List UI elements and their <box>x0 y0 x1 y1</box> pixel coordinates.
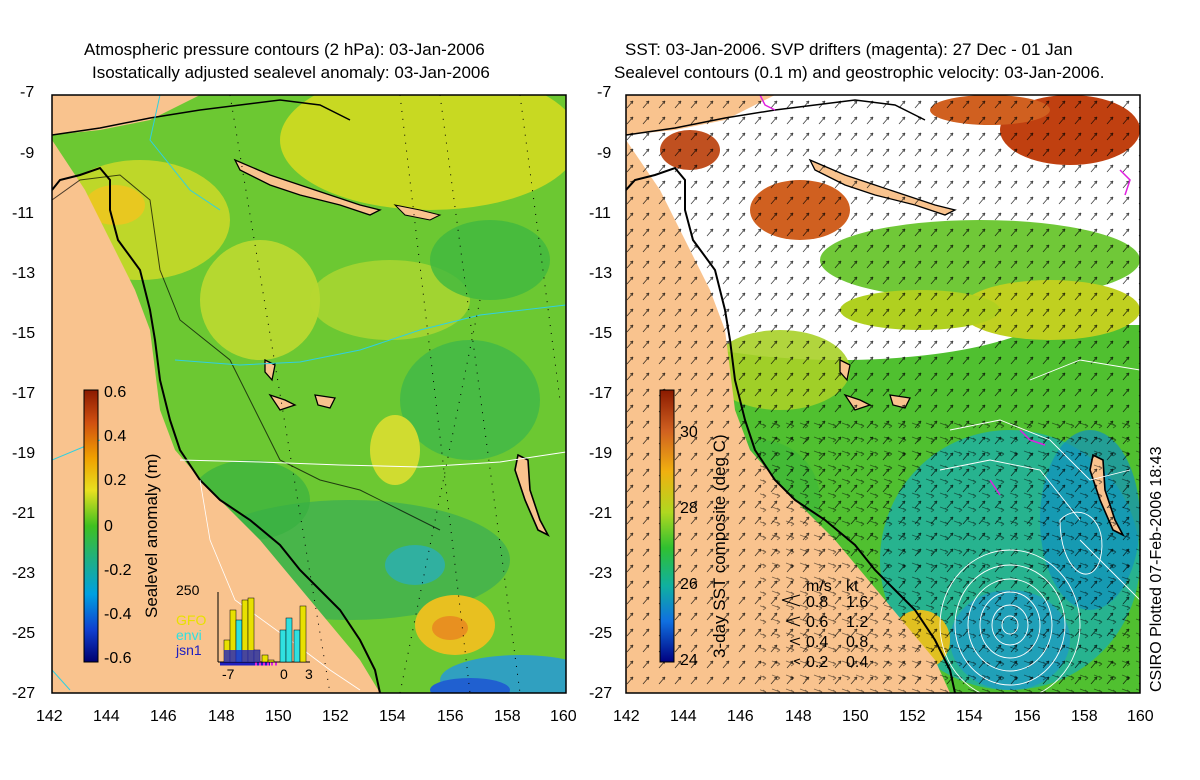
inset-bar <box>299 605 307 663</box>
sla-colorbar <box>83 389 99 663</box>
inset-bar <box>293 629 301 663</box>
right-lat-tick: -23 <box>589 565 613 582</box>
sst-colorbar-tick: 30 <box>680 424 698 441</box>
left-title-line2: Isostatically adjusted sealevel anomaly:… <box>92 63 490 82</box>
right-lon-tick: 142 <box>613 708 640 725</box>
right-lat-tick: -21 <box>589 505 613 522</box>
left-lon-tick: 160 <box>550 708 577 725</box>
sst-colorbar-tick: 24 <box>680 652 698 669</box>
sst-colorbar <box>659 389 675 663</box>
altimeter-inset <box>217 592 310 666</box>
sla-colorbar-tick: 0.2 <box>104 472 127 489</box>
velocity-legend-kt: 0.4 <box>846 654 869 671</box>
right-lat-tick: -9 <box>597 145 612 162</box>
left-title-line1: Atmospheric pressure contours (2 hPa): 0… <box>84 40 485 59</box>
left-lon-tick: 148 <box>208 708 235 725</box>
right-title-line2: Sealevel contours (0.1 m) and geostrophi… <box>614 63 1105 82</box>
sla-colorbar-tick: -0.6 <box>104 650 132 667</box>
inset-bar <box>279 629 287 663</box>
inset-bar <box>261 654 269 663</box>
inset-legend-envi: envi <box>176 627 202 643</box>
left-lat-tick: -9 <box>20 145 35 162</box>
velocity-legend-ms: 0.8 <box>806 594 829 611</box>
left-lat-tick: -7 <box>20 84 35 101</box>
velocity-legend-arrows <box>781 594 801 665</box>
left-lon-tick: 146 <box>150 708 177 725</box>
left-lat-tick: -11 <box>12 205 34 222</box>
inset-bar <box>267 659 275 663</box>
left-lat-tick: -27 <box>12 685 36 702</box>
plot-stamp: CSIRO Plotted 07-Feb-2006 18:43 <box>1148 446 1165 692</box>
left-lat-tick: -23 <box>12 565 36 582</box>
left-lat-tick: -17 <box>12 385 36 402</box>
inset-ymax-label: 250 <box>176 582 200 598</box>
right-lon-tick: 144 <box>670 708 697 725</box>
left-lon-tick: 158 <box>494 708 521 725</box>
inset-x-tick: -7 <box>222 666 235 682</box>
inset-legend-gfo: GFO <box>176 612 207 628</box>
sla-colorbar-tick: -0.2 <box>104 562 132 579</box>
left-lat-tick: -25 <box>12 625 36 642</box>
right-lon-tick: 160 <box>1127 708 1154 725</box>
inset-x-tick: 3 <box>305 666 313 682</box>
inset-x-tick: 0 <box>280 666 288 682</box>
sla-colorbar-tick: 0.4 <box>104 428 127 445</box>
left-lon-tick: 150 <box>265 708 292 725</box>
velocity-legend-ms: 0.2 <box>806 654 829 671</box>
right-lat-tick: -27 <box>589 685 613 702</box>
velocity-legend-ms: 0.6 <box>806 614 829 631</box>
right-lon-tick: 146 <box>727 708 754 725</box>
right-lon-tick: 150 <box>842 708 869 725</box>
left-lon-tick: 144 <box>93 708 120 725</box>
right-lat-tick: -25 <box>589 625 613 642</box>
left-lat-tick: -13 <box>12 265 36 282</box>
right-lon-tick: 154 <box>956 708 983 725</box>
sealevel-contours <box>939 359 1140 693</box>
left-lat-tick: -19 <box>12 445 36 462</box>
right-lat-tick: -15 <box>589 325 613 342</box>
velocity-legend-header-kt: kt <box>846 578 859 595</box>
sla-colorbar-tick: 0.6 <box>104 384 127 401</box>
left-lon-tick: 142 <box>36 708 63 725</box>
velocity-legend-kt: 0.8 <box>846 634 869 651</box>
left-sla-field <box>52 95 566 693</box>
velocity-legend-kt: 1.2 <box>846 614 869 631</box>
sst-colorbar-label: 3-day SST composite (deg C) <box>710 434 729 658</box>
sla-colorbar-tick: 0 <box>104 518 113 535</box>
right-lon-tick: 156 <box>1014 708 1041 725</box>
right-lat-tick: -17 <box>589 385 613 402</box>
right-lat-tick: -19 <box>589 445 613 462</box>
sla-colorbar-tick: -0.4 <box>104 606 132 623</box>
inset-legend-jsn1: jsn1 <box>176 642 202 658</box>
inset-bar <box>285 617 293 663</box>
right-lat-tick: -7 <box>597 84 612 101</box>
sla-colorbar-label: Sealevel anomaly (m) <box>142 453 161 618</box>
sst-colorbar-tick: 28 <box>680 500 698 517</box>
right-lon-tick: 152 <box>899 708 926 725</box>
right-sst-map <box>626 95 1140 693</box>
left-lon-tick: 156 <box>437 708 464 725</box>
velocity-legend-kt: 1.6 <box>846 594 869 611</box>
right-title-line1: SST: 03-Jan-2006. SVP drifters (magenta)… <box>625 40 1073 59</box>
sst-colorbar-tick: 26 <box>680 576 698 593</box>
right-lat-tick: -13 <box>589 265 613 282</box>
left-lat-tick: -15 <box>12 325 36 342</box>
right-lon-tick: 158 <box>1071 708 1098 725</box>
velocity-legend-ms: 0.4 <box>806 634 829 651</box>
left-lon-tick: 152 <box>322 708 349 725</box>
left-lat-tick: -21 <box>12 505 36 522</box>
velocity-legend-header-ms: m/s <box>806 578 832 595</box>
right-lon-tick: 148 <box>785 708 812 725</box>
left-lon-tick: 154 <box>379 708 406 725</box>
right-lat-tick: -11 <box>589 205 611 222</box>
